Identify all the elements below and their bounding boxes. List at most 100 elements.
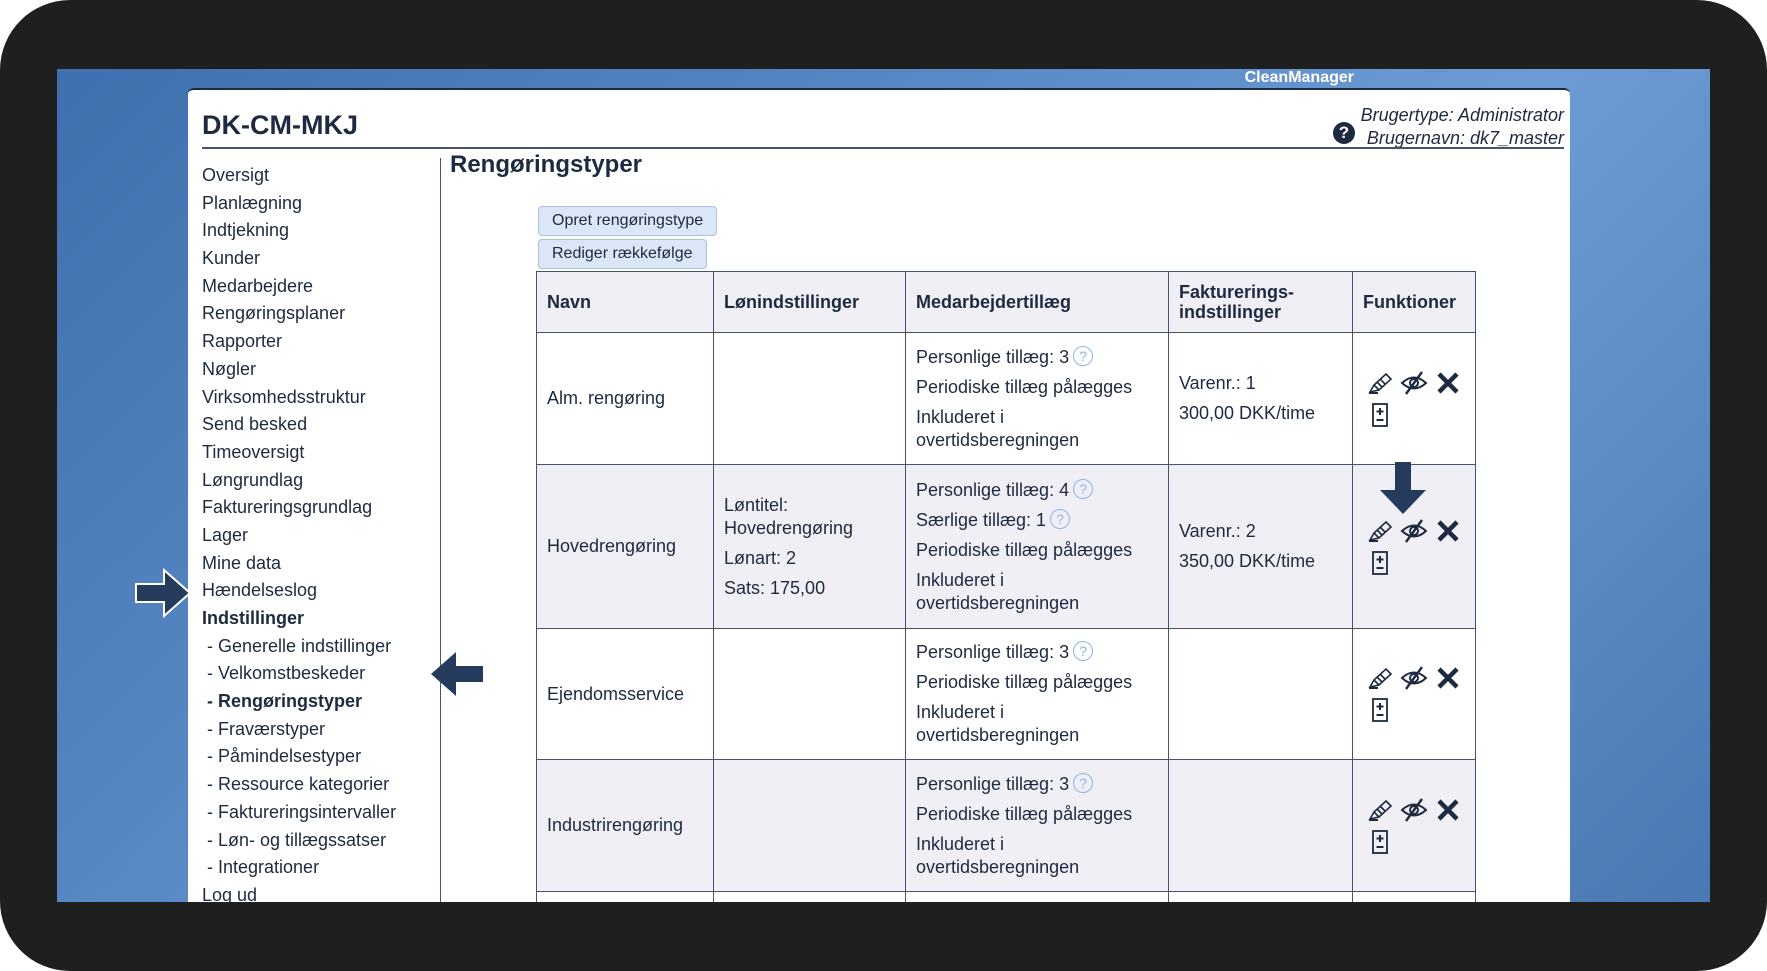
help-icon[interactable]: ? xyxy=(1050,508,1071,529)
sidebar-item-integrationer[interactable]: - Integrationer xyxy=(207,857,320,878)
help-icon[interactable]: ? xyxy=(1073,345,1094,366)
pencil-edit-icon[interactable] xyxy=(1366,665,1394,691)
delete-x-icon[interactable] xyxy=(1434,665,1462,691)
salary-line-text: Lønart: 2 xyxy=(724,547,797,568)
supplement-line-text: Inkluderet i overtidsberegningen xyxy=(916,569,1080,613)
cleaning-type-name: Industrirengøring xyxy=(547,815,684,835)
column-header: Lønindstillinger xyxy=(713,271,906,333)
user-type: Brugertype: Administrator xyxy=(1360,105,1564,125)
supplement-line: Inkluderet i overtidsberegningen xyxy=(916,406,1158,452)
supplement-line-text: Personlige tillæg: 3 xyxy=(916,773,1070,794)
cleaning-type-name: Alm. rengøring xyxy=(547,388,666,408)
sidebar-item-generelle-indstillinger[interactable]: - Generelle indstillinger xyxy=(207,635,392,656)
cell-empty xyxy=(1168,891,1353,902)
edit-order-button[interactable]: Rediger rækkefølge xyxy=(538,239,707,269)
sidebar-item-rengøringsplaner[interactable]: Rengøringsplaner xyxy=(202,303,346,324)
cell-name: Alm. rengøring xyxy=(536,332,714,465)
cell-salary xyxy=(713,628,906,760)
sidebar-item-lager[interactable]: Lager xyxy=(202,524,249,545)
column-header: Fakturerings- indstillinger xyxy=(1168,271,1353,333)
plus-minus-icon[interactable] xyxy=(1366,697,1394,723)
brand-name: CleanManager xyxy=(1244,69,1354,86)
sidebar-item-medarbejdere[interactable]: Medarbejdere xyxy=(202,275,314,296)
browser-viewport: CleanManager DK-CM-MKJ ? Brugertype: Adm… xyxy=(57,69,1710,902)
sidebar-item-oversigt[interactable]: Oversigt xyxy=(202,165,270,185)
sidebar-item-indtjekning[interactable]: Indtjekning xyxy=(202,220,290,241)
billing-line-text: 350,00 DKK/time xyxy=(1179,551,1316,571)
supplement-line-text: Periodiske tillæg pålægges xyxy=(916,539,1133,560)
sidebar-item-timeoversigt[interactable]: Timeoversigt xyxy=(202,441,305,462)
sidebar-divider xyxy=(440,158,441,902)
column-header: Funktioner xyxy=(1352,271,1476,333)
pencil-edit-icon[interactable] xyxy=(1366,518,1394,544)
arrow-down-icon xyxy=(1380,462,1426,514)
cell-functions xyxy=(1352,332,1476,465)
cell-billing xyxy=(1168,759,1353,892)
eye-slash-hide-icon[interactable] xyxy=(1400,518,1428,544)
main-panel: DK-CM-MKJ ? Brugertype: Administrator Br… xyxy=(135,88,1570,902)
supplement-line: Personlige tillæg: 3? xyxy=(916,772,1158,796)
sidebar-item-fraværstyper[interactable]: - Fraværstyper xyxy=(207,718,326,739)
sidebar-item-kunder[interactable]: Kunder xyxy=(202,248,261,269)
cleaning-type-name: Hovedrengøring xyxy=(547,536,677,556)
supplement-line: Personlige tillæg: 3? xyxy=(916,345,1158,369)
eye-slash-hide-icon[interactable] xyxy=(1400,370,1428,396)
sidebar-item-planlægning[interactable]: Planlægning xyxy=(202,192,303,213)
sidebar-item-send-besked[interactable]: Send besked xyxy=(202,414,308,435)
sidebar-item-virksomhedsstruktur[interactable]: Virksomhedsstruktur xyxy=(202,386,366,407)
sidebar-item-ressource-kategorier[interactable]: - Ressource kategorier xyxy=(207,774,390,795)
user-name: Brugernavn: dk7_master xyxy=(1366,128,1564,148)
sidebar-item-løngrundlag[interactable]: Løngrundlag xyxy=(202,469,304,490)
supplement-line-text: Inkluderet i overtidsberegningen xyxy=(916,406,1080,450)
sidebar-item-mine-data[interactable]: Mine data xyxy=(202,552,282,573)
create-cleaning-type-button[interactable]: Opret rengøringstype xyxy=(538,206,718,236)
help-icon[interactable]: ? xyxy=(1073,478,1094,499)
cleaning-type-name: Ejendomsservice xyxy=(547,683,685,704)
table-header-row: Navn Lønindstillinger Medarbejdertillæg Fak… xyxy=(536,271,1476,333)
sidebar-item-faktureringsgrundlag[interactable]: Faktureringsgrundlag xyxy=(202,497,373,518)
delete-x-icon[interactable] xyxy=(1434,518,1462,544)
cell-empty xyxy=(1352,891,1476,902)
cell-name: Ejendomsservice xyxy=(536,628,714,760)
billing-line: Varenr.: 2 xyxy=(1179,520,1342,543)
supplement-line-text: Personlige tillæg: 3 xyxy=(916,346,1070,367)
sidebar-item-indstillinger[interactable]: Indstillinger xyxy=(202,608,305,628)
plus-minus-icon[interactable] xyxy=(1366,550,1394,576)
arrow-right-icon xyxy=(135,568,192,618)
cell-empty xyxy=(536,891,714,902)
sidebar-item-velkomstbeskeder[interactable]: - Velkomstbeskeder xyxy=(207,663,366,684)
table-row xyxy=(536,891,1476,902)
delete-x-icon[interactable] xyxy=(1434,370,1462,396)
eye-slash-hide-icon[interactable] xyxy=(1400,665,1428,691)
sidebar-item-rengøringstyper[interactable]: - Rengøringstyper xyxy=(207,691,363,712)
sidebar-item-log-ud[interactable]: Log ud xyxy=(202,884,258,902)
sidebar-item-påmindelsestyper[interactable]: - Påmindelsestyper xyxy=(207,746,362,767)
cell-name: Industrirengøring xyxy=(536,759,714,892)
pencil-edit-icon[interactable] xyxy=(1366,797,1394,823)
supplement-line-text: Personlige tillæg: 4 xyxy=(916,479,1070,500)
plus-minus-icon[interactable] xyxy=(1366,829,1394,855)
help-icon[interactable]: ? xyxy=(1073,641,1094,661)
cell-supplements: Personlige tillæg: 3? Periodiske tillæg p… xyxy=(905,628,1169,760)
column-header: Medarbejdertillæg xyxy=(905,271,1169,333)
billing-line: 300,00 DKK/time xyxy=(1179,402,1342,425)
billing-line: 350,00 DKK/time xyxy=(1179,550,1342,573)
delete-x-icon[interactable] xyxy=(1434,797,1462,823)
table-row: Industrirengøring Personlige tillæg: 3? Pe… xyxy=(536,759,1476,892)
sidebar-item-faktureringsintervaller[interactable]: - Faktureringsintervaller xyxy=(207,801,397,822)
cell-salary: Løntitel: Hovedrengøring Lønart: 2 Sats: 1… xyxy=(713,464,906,629)
salary-line: Sats: 175,00 xyxy=(724,577,895,600)
sidebar-item-hændelseslog[interactable]: Hændelseslog xyxy=(202,580,318,601)
sidebar-item-løn-og-tillægssatser[interactable]: - Løn- og tillægssatser xyxy=(207,829,387,850)
eye-slash-hide-icon[interactable] xyxy=(1400,797,1428,823)
sidebar-item-nøgler[interactable]: Nøgler xyxy=(202,358,257,379)
pencil-edit-icon[interactable] xyxy=(1366,370,1394,396)
help-icon[interactable]: ? xyxy=(1073,772,1094,793)
supplement-line: Inkluderet i overtidsberegningen xyxy=(916,701,1158,747)
cell-salary xyxy=(713,332,906,465)
help-icon[interactable]: ? xyxy=(1333,122,1355,144)
salary-line: Lønart: 2 xyxy=(724,547,895,570)
sidebar-item-rapporter[interactable]: Rapporter xyxy=(202,331,283,352)
plus-minus-icon[interactable] xyxy=(1366,402,1394,428)
